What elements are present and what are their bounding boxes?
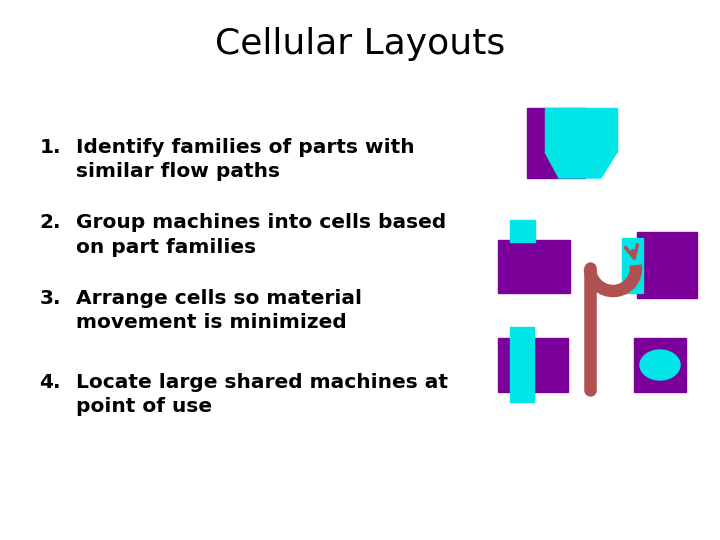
Circle shape [640, 350, 680, 380]
Bar [498, 240, 570, 293]
Polygon shape [545, 152, 617, 178]
Bar [637, 232, 697, 298]
Text: Arrange cells so material
movement is minimized: Arrange cells so material movement is mi… [76, 289, 361, 332]
Bar [498, 338, 568, 392]
Text: 2.: 2. [40, 213, 61, 232]
Text: 3.: 3. [40, 289, 61, 308]
Bar [510, 327, 534, 402]
Text: Group machines into cells based
on part families: Group machines into cells based on part … [76, 213, 446, 256]
Bar [622, 238, 643, 293]
Text: Cellular Layouts: Cellular Layouts [215, 27, 505, 61]
Text: Locate large shared machines at
point of use: Locate large shared machines at point of… [76, 373, 448, 416]
Bar [527, 108, 585, 178]
Bar [634, 338, 686, 392]
Text: 4.: 4. [40, 373, 61, 392]
Bar [510, 220, 535, 242]
Text: 1.: 1. [40, 138, 61, 157]
Bar [545, 108, 617, 152]
Text: Identify families of parts with
similar flow paths: Identify families of parts with similar … [76, 138, 414, 181]
